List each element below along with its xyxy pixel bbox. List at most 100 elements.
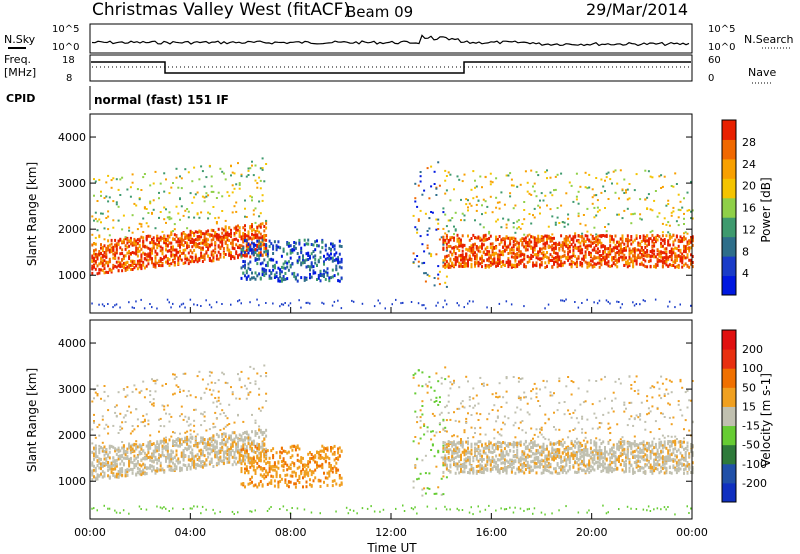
echo-cell xyxy=(593,206,596,209)
echo-cell xyxy=(502,260,505,264)
echo-cell xyxy=(233,460,236,464)
echo-cell xyxy=(361,302,364,305)
echo-cell xyxy=(503,203,506,206)
echo-cell xyxy=(458,304,460,307)
echo-cell xyxy=(307,474,310,478)
echo-cell xyxy=(230,164,232,167)
echo-cell xyxy=(686,191,689,194)
echo-cell xyxy=(212,237,215,241)
echo-cell xyxy=(458,261,461,265)
echo-cell xyxy=(119,194,122,196)
echo-cell xyxy=(122,238,125,242)
echo-cell xyxy=(435,194,438,196)
echo-cell xyxy=(467,262,469,266)
echo-cell xyxy=(93,468,95,472)
echo-cell xyxy=(672,240,675,244)
echo-cell xyxy=(228,434,231,438)
echo-cell xyxy=(187,390,190,393)
echo-cell xyxy=(158,264,160,267)
echo-cell xyxy=(582,258,585,262)
echo-cell xyxy=(521,258,524,262)
echo-cell xyxy=(191,451,194,455)
echo-cell xyxy=(307,301,309,304)
echo-cell xyxy=(328,257,331,261)
echo-cell xyxy=(244,274,246,278)
echo-cell xyxy=(338,265,341,269)
echo-cell xyxy=(481,238,483,242)
echo-cell xyxy=(605,253,608,257)
echo-cell xyxy=(482,250,485,254)
echo-cell xyxy=(156,440,159,444)
echo-cell xyxy=(524,246,527,250)
echo-cell xyxy=(235,237,238,241)
echo-cell xyxy=(549,245,552,249)
echo-cell xyxy=(219,449,222,453)
echo-cell xyxy=(686,240,689,244)
echo-cell xyxy=(179,245,181,249)
echo-cell xyxy=(182,248,185,252)
echo-cell xyxy=(152,199,155,202)
echo-cell xyxy=(173,257,176,260)
echo-cell xyxy=(265,447,268,451)
echo-cell xyxy=(688,258,691,262)
echo-cell xyxy=(210,449,213,453)
echo-cell xyxy=(582,256,585,260)
echo-cell xyxy=(296,252,299,255)
echo-cell xyxy=(175,205,178,208)
echo-cell xyxy=(93,452,95,456)
echo-cell xyxy=(616,265,619,269)
echo-cell xyxy=(100,260,102,264)
echo-cell xyxy=(639,249,642,253)
echo-cell xyxy=(456,256,459,260)
echo-cell xyxy=(129,449,132,452)
echo-cell xyxy=(519,183,522,186)
echo-cell xyxy=(686,255,689,259)
echo-cell xyxy=(528,241,531,245)
echo-cell xyxy=(412,374,415,377)
echo-cell xyxy=(158,197,160,200)
echo-cell xyxy=(442,227,445,230)
echo-cell xyxy=(428,227,431,230)
echo-cell xyxy=(170,250,173,254)
echo-cell xyxy=(668,224,671,227)
echo-cell xyxy=(544,255,547,258)
echo-cell xyxy=(461,245,464,249)
echo-cell xyxy=(149,257,152,261)
echo-cell xyxy=(140,247,143,251)
echo-cell xyxy=(191,259,194,263)
echo-cell xyxy=(510,178,513,181)
echo-cell xyxy=(94,260,97,263)
echo-cell xyxy=(187,463,190,467)
echo-cell xyxy=(475,246,478,249)
echo-cell xyxy=(201,452,204,456)
echo-cell xyxy=(317,464,320,468)
echo-cell xyxy=(582,237,585,241)
echo-cell xyxy=(145,236,148,240)
echo-cell xyxy=(475,209,478,212)
echo-cell xyxy=(539,238,541,242)
echo-cell xyxy=(690,180,692,183)
echo-cell xyxy=(449,244,452,248)
echo-cell xyxy=(307,465,310,469)
echo-cell xyxy=(101,253,104,257)
echo-cell xyxy=(226,248,229,252)
echo-cell xyxy=(661,185,664,188)
echo-cell xyxy=(228,249,231,253)
echo-cell xyxy=(512,251,515,255)
echo-cell xyxy=(168,263,171,267)
echo-cell xyxy=(604,255,606,259)
echo-cell xyxy=(161,467,164,471)
echo-cell xyxy=(451,217,454,219)
echo-cell xyxy=(182,389,185,392)
echo-cell xyxy=(126,447,129,451)
echo-cell xyxy=(475,261,478,265)
echo-cell xyxy=(665,260,668,263)
echo-cell xyxy=(614,263,617,267)
echo-cell xyxy=(117,391,120,394)
echo-cell xyxy=(644,198,647,201)
echo-cell xyxy=(498,302,501,305)
echo-cell xyxy=(251,276,253,280)
echo-cell xyxy=(266,482,269,486)
echo-cell xyxy=(131,173,134,176)
echo-cell xyxy=(231,246,234,250)
